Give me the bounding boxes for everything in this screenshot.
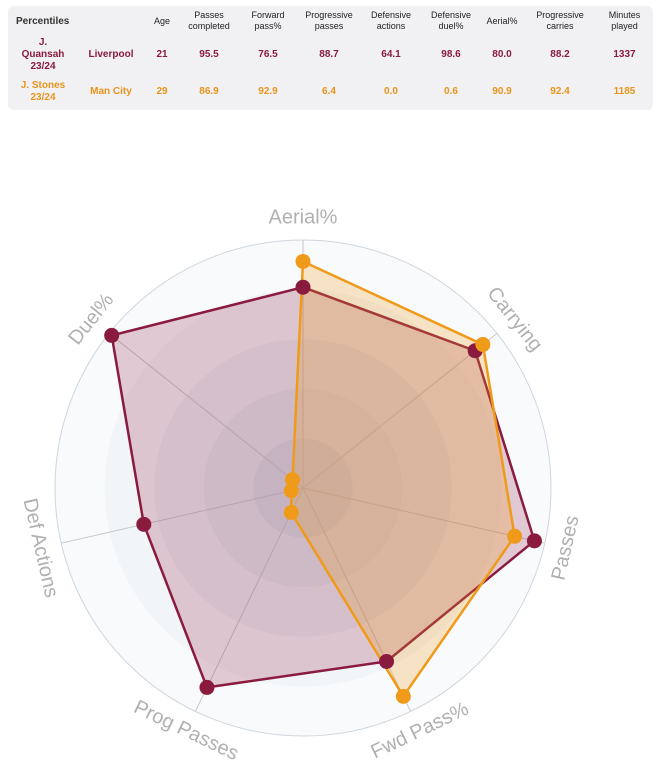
axis-label: Passes: [548, 513, 584, 582]
cell-passes-completed: 86.9: [199, 85, 219, 97]
header-progressive-passes: Progressive passes: [305, 10, 353, 31]
radar-spoke: [108, 332, 304, 489]
header-minutes-played: Minutes played: [608, 10, 641, 31]
table-row: J. Quansah 23/24 Liverpool 21 95.5 76.5 …: [8, 36, 653, 73]
radar-spoke: [61, 487, 304, 544]
table-row: J. Stones 23/24 Man City 29 86.9 92.9 6.…: [8, 73, 653, 110]
radar-spoke: [302, 332, 498, 489]
radar-point: [526, 533, 542, 549]
radar-point: [136, 516, 152, 532]
cell-age: 21: [156, 48, 168, 60]
header-percentiles: Percentiles: [16, 15, 70, 27]
header-defensive-actions: Defensive actions: [370, 10, 412, 31]
radar-point: [475, 337, 491, 353]
header-progressive-carries: Progressive carries: [536, 10, 584, 31]
cell-defensive-duel: 98.6: [441, 48, 461, 60]
axis-label: Aerial%: [269, 206, 338, 228]
cell-defensive-actions: 64.1: [381, 48, 401, 60]
radar-point: [295, 253, 311, 269]
cell-progressive-passes: 6.4: [322, 85, 336, 97]
cell-progressive-passes: 88.7: [319, 48, 339, 60]
cell-progressive-carries: 88.2: [550, 48, 570, 60]
cell-defensive-actions: 0.0: [384, 85, 398, 97]
percentiles-table-panel: Percentiles Age Passes completed Forward…: [8, 6, 653, 110]
cell-minutes-played: 1185: [613, 85, 636, 97]
player-name: J. Quansah 23/24: [21, 36, 65, 72]
radar-point: [295, 279, 311, 295]
header-age: Age: [153, 15, 170, 26]
radar-spoke: [194, 487, 304, 712]
cell-passes-completed: 95.5: [199, 48, 219, 60]
radar-point: [395, 688, 411, 704]
percentiles-table: Percentiles Age Passes completed Forward…: [8, 6, 653, 110]
cell-forward-pass: 76.5: [258, 48, 278, 60]
radar-series-area: [110, 285, 536, 689]
radar-spoke: [302, 487, 545, 544]
header-forward-pass: Forward pass%: [251, 10, 285, 31]
radar-point: [285, 472, 301, 488]
team-name: Liverpool: [88, 48, 134, 60]
cell-aerial: 80.0: [492, 48, 512, 60]
radar-point: [379, 653, 395, 669]
cell-defensive-duel: 0.6: [444, 85, 458, 97]
cell-minutes-played: 1337: [613, 48, 636, 60]
radar-spoke: [302, 487, 412, 712]
radar-point: [283, 504, 299, 520]
header-aerial: Aerial%: [486, 15, 518, 26]
header-defensive-duel: Defensive duel%: [430, 10, 472, 31]
radar-point: [199, 679, 215, 695]
cell-progressive-carries: 92.4: [550, 85, 570, 97]
header-passes-completed: Passes completed: [188, 10, 230, 31]
cell-forward-pass: 92.9: [258, 85, 278, 97]
cell-aerial: 90.9: [492, 85, 512, 97]
table-header-row: Percentiles Age Passes completed Forward…: [8, 6, 653, 36]
radar-point: [104, 327, 120, 343]
radar-point: [507, 528, 523, 544]
radar-point: [283, 483, 299, 499]
team-name: Man City: [90, 85, 132, 97]
player-name: J. Stones 23/24: [20, 79, 66, 103]
cell-age: 29: [156, 85, 168, 97]
